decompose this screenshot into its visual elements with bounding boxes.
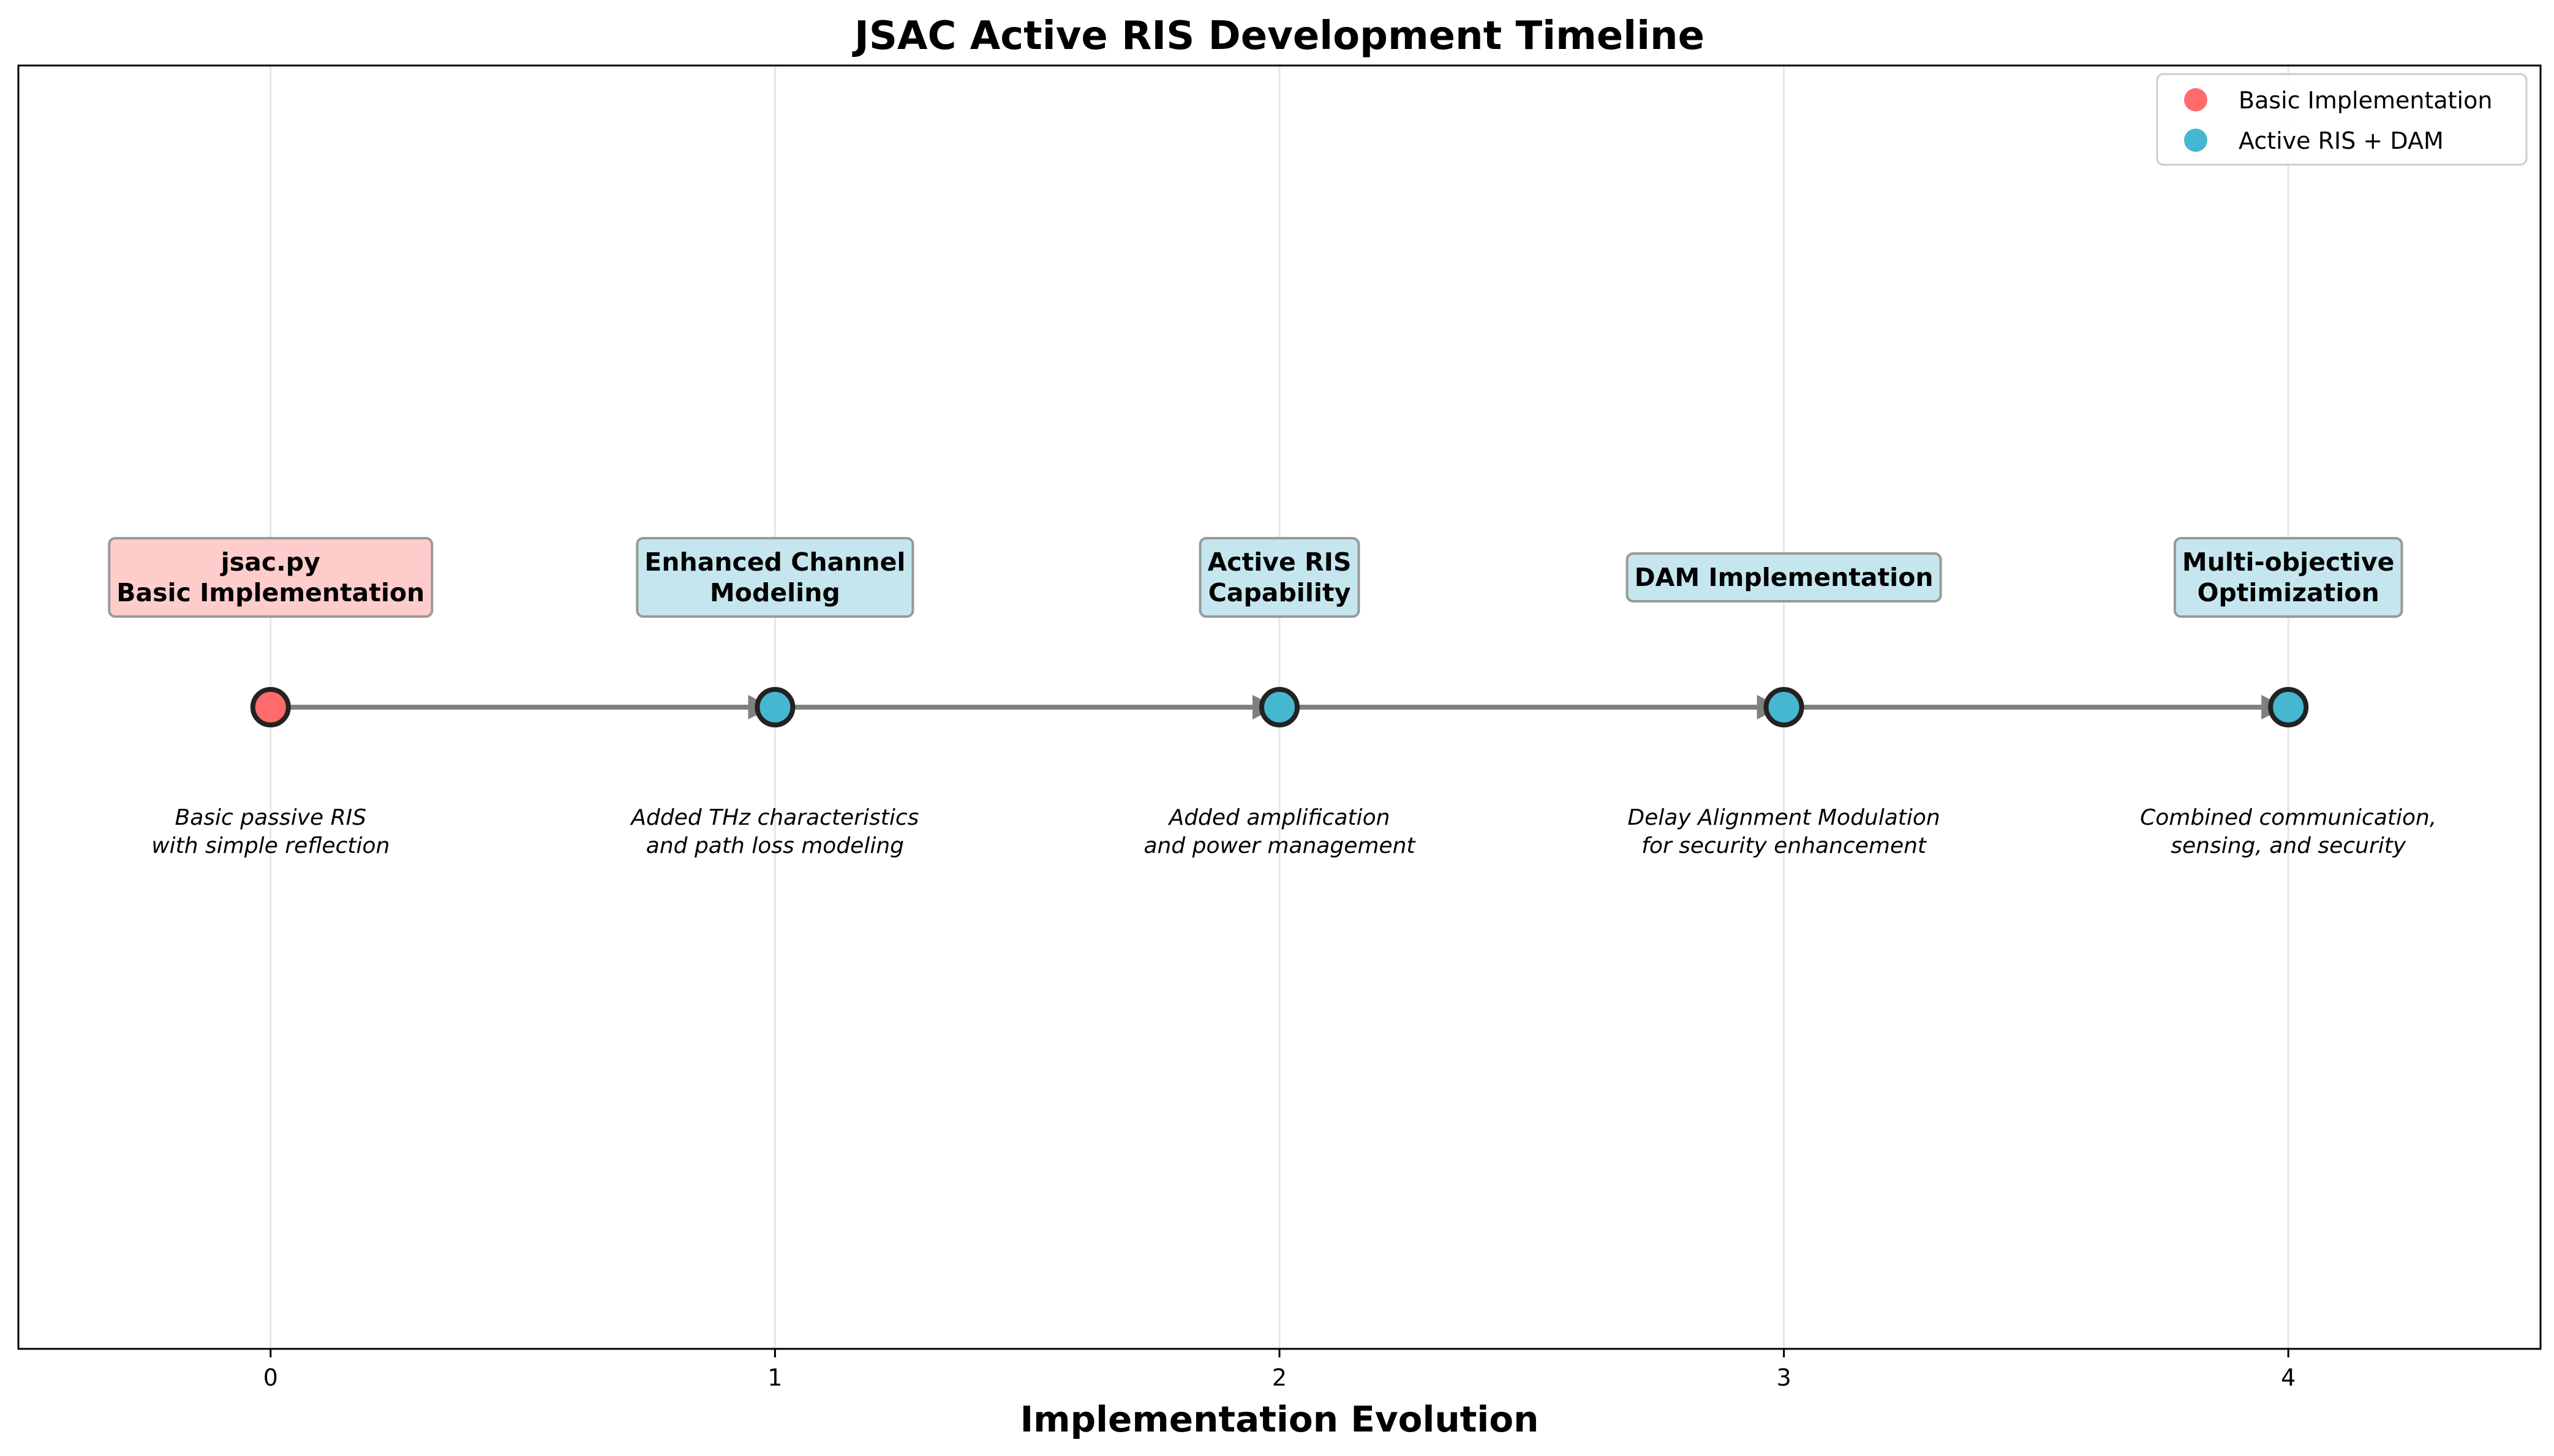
x-tick-label: 3: [1777, 1364, 1791, 1391]
milestone-description-line: sensing, and security: [2171, 833, 2406, 858]
chart-title: JSAC Active RIS Development Timeline: [852, 13, 1705, 59]
milestone-title-line: Modeling: [710, 578, 840, 607]
timeline-point-3: [1763, 687, 1804, 727]
legend: Basic Implementation Active RIS + DAM: [2156, 73, 2528, 166]
milestone-title-line: Enhanced Channel: [644, 547, 905, 577]
milestone-description-line: and path loss modeling: [646, 833, 904, 858]
milestone-description-line: for security enhancement: [1641, 833, 1927, 858]
legend-label: Basic Implementation: [2239, 87, 2492, 114]
milestone-title-line: Basic Implementation: [116, 578, 424, 607]
timeline-point-0: [250, 687, 291, 727]
milestone-title-frame: [108, 537, 434, 618]
timeline-point-2: [1259, 687, 1300, 727]
legend-marker: [2184, 129, 2207, 152]
milestone-title-line: Optimization: [2198, 578, 2379, 607]
legend-marker: [2184, 88, 2207, 111]
x-tick-label: 0: [263, 1364, 278, 1391]
milestone-description-line: and power management: [1143, 833, 1416, 858]
timeline-point-4: [2268, 687, 2309, 727]
legend-box: [2156, 73, 2528, 166]
legend-label: Active RIS + DAM: [2239, 127, 2444, 154]
milestone-title-line: DAM Implementation: [1635, 563, 1934, 592]
milestone-description-line: Added amplification: [1168, 805, 1390, 830]
milestone-description-line: Basic passive RIS: [175, 805, 367, 830]
milestone-title-frame: [1199, 537, 1360, 618]
milestone-title-frame: [2173, 537, 2403, 618]
milestone-description-line: with simple reflection: [151, 833, 390, 858]
milestone-title-line: Active RIS: [1208, 547, 1352, 577]
x-tick-label: 4: [2281, 1364, 2296, 1391]
milestone-description-line: Added THz characteristics: [630, 805, 919, 830]
milestone-description-line: Delay Alignment Modulation: [1627, 805, 1940, 830]
milestone-title-box: DAM Implementation: [1625, 552, 1942, 602]
milestone-description-line: Combined communication,: [2140, 805, 2436, 830]
x-tick-label: 1: [767, 1364, 782, 1391]
x-axis-label: Implementation Evolution: [1020, 1398, 1539, 1440]
milestone-title-frame: [636, 537, 914, 618]
timeline-point-1: [755, 687, 796, 727]
x-tick-label: 2: [1272, 1364, 1287, 1391]
milestone-title-line: jsac.py: [220, 547, 320, 577]
milestone-title-line: Multi-objective: [2182, 547, 2395, 577]
milestone-title-frame: [1625, 552, 1942, 602]
milestone-title-line: Capability: [1208, 578, 1351, 607]
